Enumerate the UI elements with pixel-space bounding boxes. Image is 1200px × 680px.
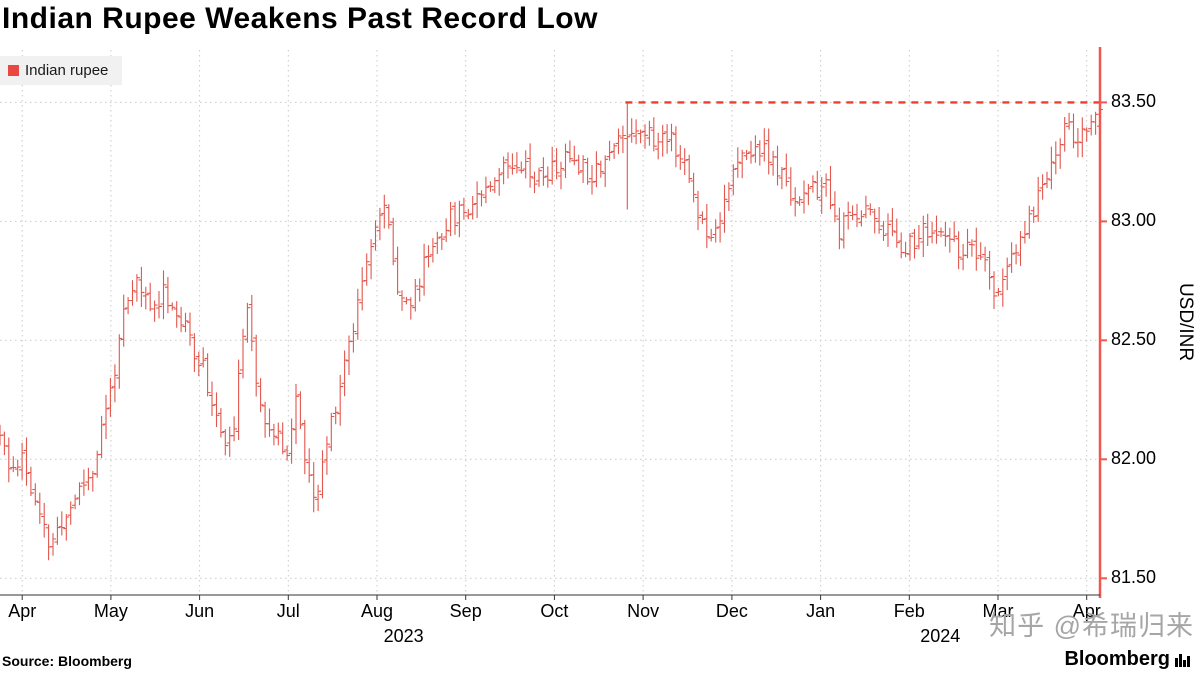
- bloomberg-bars-icon: [1175, 654, 1190, 667]
- legend-swatch-icon: [8, 65, 19, 76]
- year-label: 2024: [920, 626, 960, 646]
- bloomberg-logo: Bloomberg: [1064, 648, 1190, 671]
- x-tick-label: Jan: [806, 601, 835, 621]
- x-tick-label: Mar: [983, 601, 1014, 621]
- y-tick-label: 83.00: [1111, 210, 1156, 230]
- ohlc-bars: [0, 97, 1103, 561]
- x-tick-label: Aug: [361, 601, 393, 621]
- bloomberg-logo-text: Bloomberg: [1064, 648, 1170, 670]
- source-label: Source: Bloomberg: [2, 653, 132, 669]
- x-tick-label: Feb: [894, 601, 925, 621]
- x-tick-label: Jun: [185, 601, 214, 621]
- x-tick-label: Oct: [540, 601, 568, 621]
- x-tick-label: Apr: [1073, 601, 1101, 621]
- x-tick-label: Dec: [716, 601, 748, 621]
- x-tick-label: Apr: [8, 601, 36, 621]
- page-title: Indian Rupee Weakens Past Record Low: [2, 2, 598, 35]
- legend: Indian rupee: [0, 56, 123, 85]
- year-label: 2023: [384, 626, 424, 646]
- y-axis-title: USD/INR: [1175, 283, 1196, 361]
- x-tick-label: Nov: [627, 601, 659, 621]
- x-tick-label: Jul: [277, 601, 300, 621]
- y-tick-label: 83.50: [1111, 91, 1156, 111]
- watermark: 知乎 @希瑞归来: [989, 611, 1194, 641]
- y-tick-label: 81.50: [1111, 567, 1156, 587]
- y-tick-label: 82.50: [1111, 329, 1156, 349]
- y-tick-label: 82.00: [1111, 448, 1156, 468]
- legend-label: Indian rupee: [25, 62, 109, 79]
- gridlines: [0, 50, 1100, 595]
- x-tick-label: May: [94, 601, 128, 621]
- x-tick-label: Sep: [450, 601, 482, 621]
